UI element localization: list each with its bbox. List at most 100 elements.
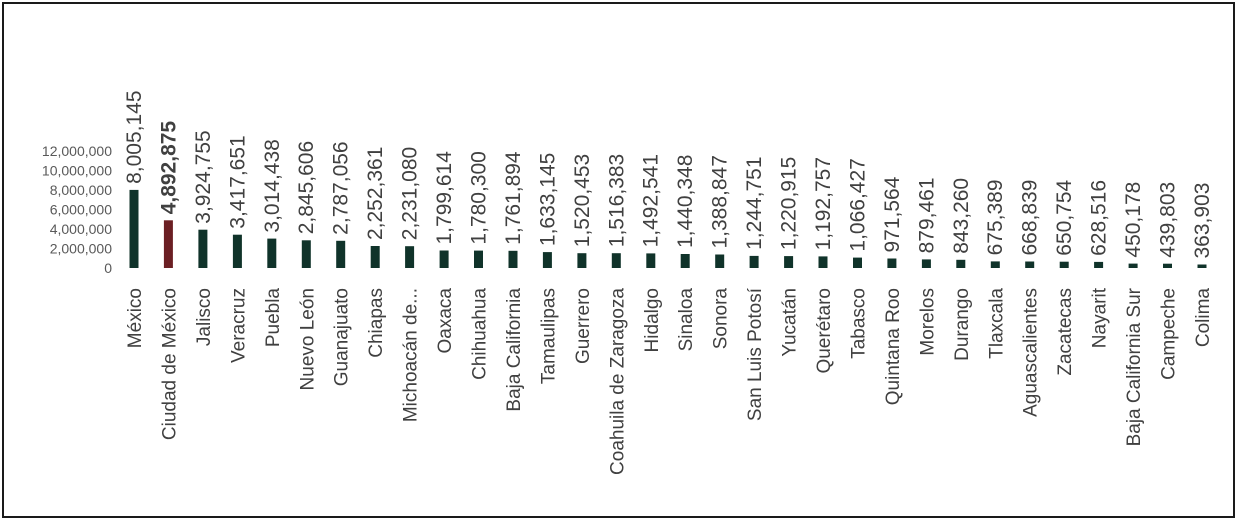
x-axis-labels: México Ciudad de México Jalisco Veracruz Pue… — [125, 287, 1214, 475]
x-tick-label: Guerrero — [573, 288, 594, 364]
data-label: 1,633,145 — [536, 153, 559, 246]
data-label: 1,761,894 — [502, 151, 525, 245]
data-label: 843,260 — [950, 178, 973, 254]
x-tick-label: Baja California — [504, 288, 525, 412]
y-tick-label: 2,000,000 — [50, 241, 112, 257]
data-label: 8,005,145 — [123, 90, 146, 183]
data-label: 2,787,056 — [330, 141, 353, 234]
data-label: 971,564 — [881, 176, 904, 252]
x-tick-label: Tlaxcala — [986, 288, 1007, 359]
data-label: 1,780,300 — [468, 151, 491, 244]
bar — [1128, 263, 1138, 268]
bar — [1025, 261, 1035, 268]
x-tick-label: Chiapas — [366, 288, 387, 358]
x-tick-label: Morelos — [917, 288, 938, 356]
x-tick-label: Veracruz — [228, 288, 249, 363]
y-tick-label: 10,000,000 — [42, 163, 112, 179]
bar — [405, 246, 415, 268]
bar — [267, 238, 277, 268]
bar — [301, 240, 311, 268]
bar — [680, 254, 690, 268]
y-tick-label: 8,000,000 — [50, 182, 112, 198]
y-tick-label: 4,000,000 — [50, 221, 112, 237]
bar — [818, 256, 828, 268]
x-tick-label: Quintana Roo — [883, 288, 904, 405]
bar — [715, 254, 725, 268]
bar — [474, 250, 483, 268]
data-label: 1,192,757 — [812, 157, 835, 250]
bar — [1094, 261, 1104, 268]
bar — [887, 258, 897, 268]
bar — [646, 253, 656, 268]
x-tick-label: Jalisco — [194, 288, 215, 346]
x-tick-label: Aguascalientes — [1021, 288, 1042, 417]
x-tick-label: Campeche — [1159, 288, 1180, 380]
data-label: 3,014,438 — [261, 139, 284, 232]
bar-chart: 0 2,000,000 4,000,000 6,000,000 8,000,000 10,… — [42, 90, 1214, 475]
bar — [129, 189, 139, 268]
bar — [956, 259, 966, 268]
y-tick-label: 6,000,000 — [50, 202, 112, 218]
x-tick-label: Puebla — [263, 288, 284, 348]
x-tick-label: San Luis Potosí — [745, 287, 766, 421]
data-labels: 8,005,145 4,892,875 3,924,755 3,417,651 3,01… — [123, 90, 1214, 258]
data-label: 439,803 — [1157, 182, 1180, 258]
data-label: 450,178 — [1122, 182, 1145, 258]
bar — [439, 250, 449, 268]
x-tick-label: México — [125, 288, 146, 348]
data-label: 1,388,847 — [709, 155, 732, 248]
data-label: 1,799,614 — [433, 151, 456, 245]
bar — [921, 259, 931, 268]
data-label: 4,892,875 — [157, 121, 180, 215]
bar — [336, 240, 346, 268]
data-label: 2,231,080 — [399, 147, 422, 240]
data-label: 2,252,361 — [364, 147, 387, 240]
x-tick-label: Hidalgo — [642, 288, 663, 352]
bar — [1163, 263, 1172, 268]
bar — [577, 253, 587, 268]
x-tick-label: Querétaro — [814, 288, 835, 374]
data-label: 668,839 — [1019, 180, 1042, 256]
bar — [198, 229, 208, 268]
data-label: 1,440,348 — [674, 155, 697, 248]
data-label: 1,220,915 — [778, 157, 801, 250]
x-tick-label: Ciudad de México — [159, 288, 180, 440]
data-label: 2,845,606 — [295, 141, 318, 234]
bar — [853, 257, 862, 268]
data-label: 1,066,427 — [846, 158, 869, 251]
x-tick-label: Sinaloa — [676, 288, 697, 352]
x-tick-label: Michoacán de... — [401, 288, 422, 422]
x-tick-label: Chihuahua — [470, 288, 491, 380]
x-tick-label: Nuevo León — [297, 288, 318, 390]
bar — [784, 256, 794, 268]
x-tick-label: Sonora — [711, 288, 732, 350]
data-label: 1,516,383 — [605, 154, 628, 247]
x-tick-label: Guanajuato — [332, 288, 353, 386]
x-tick-label: Coahuila de Zaragoza — [607, 288, 628, 475]
data-label: 1,244,751 — [743, 156, 766, 249]
bars — [129, 189, 1207, 268]
bar — [508, 250, 518, 268]
data-label: 628,516 — [1088, 180, 1111, 256]
x-tick-label: Zacatecas — [1055, 288, 1076, 376]
y-tick-label: 12,000,000 — [42, 143, 112, 159]
y-tick-label: 0 — [104, 260, 112, 276]
x-tick-label: Colima — [1193, 288, 1214, 348]
bar — [1059, 261, 1069, 268]
bar — [749, 255, 759, 268]
bar — [1197, 264, 1207, 268]
x-tick-label: Yucatán — [780, 288, 801, 357]
bar — [611, 253, 621, 268]
bar — [370, 246, 380, 268]
bar — [990, 261, 1000, 268]
bar — [232, 234, 242, 268]
bar — [542, 252, 552, 268]
x-tick-label: Baja California Sur — [1124, 287, 1145, 446]
x-tick-label: Tamaulipas — [538, 288, 559, 384]
x-tick-label: Oaxaca — [435, 288, 456, 354]
x-tick-label: Durango — [952, 288, 973, 361]
x-tick-label: Nayarit — [1090, 287, 1111, 348]
data-label: 1,492,541 — [640, 154, 663, 247]
data-label: 650,754 — [1053, 179, 1076, 255]
